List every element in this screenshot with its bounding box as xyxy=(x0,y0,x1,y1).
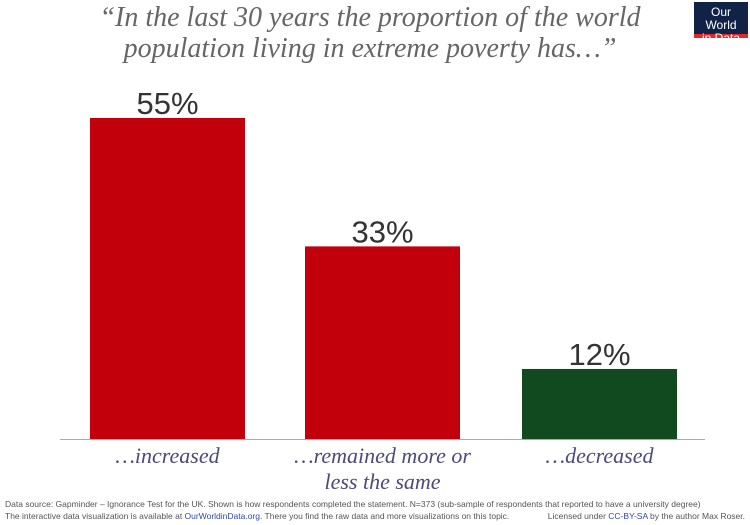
owid-logo[interactable]: Our World in Data xyxy=(694,2,748,45)
logo-line2: in Data xyxy=(701,31,741,45)
category-label: …decreased xyxy=(546,443,655,468)
bar xyxy=(522,368,677,439)
footer-source: Data source: Gapminder – Ignorance Test … xyxy=(5,499,701,509)
category-label: less the same xyxy=(324,469,440,494)
interactive-text-end: . There you find the raw data and more v… xyxy=(259,511,510,521)
interactive-text: The interactive data visualization is av… xyxy=(5,511,185,521)
category-label: …remained more or xyxy=(294,443,471,468)
license-link[interactable]: CC-BY-SA xyxy=(608,511,648,521)
category-label: …increased xyxy=(115,443,220,468)
bar xyxy=(90,118,245,439)
bar xyxy=(305,246,460,439)
owid-link[interactable]: OurWorldinData.org xyxy=(184,511,260,521)
license-text-end: by the author Max Roser. xyxy=(647,511,745,521)
data-label: 33% xyxy=(351,214,413,249)
logo-line1: Our World xyxy=(705,5,737,32)
chart-title: “In the last 30 years the proportion of … xyxy=(99,2,641,64)
footer-interactive: The interactive data visualization is av… xyxy=(5,511,509,521)
footer-license: Licensed under CC-BY-SA by the author Ma… xyxy=(548,511,745,521)
license-text: Licensed under xyxy=(547,511,609,521)
data-label: 12% xyxy=(568,337,630,372)
data-label: 55% xyxy=(136,86,198,121)
